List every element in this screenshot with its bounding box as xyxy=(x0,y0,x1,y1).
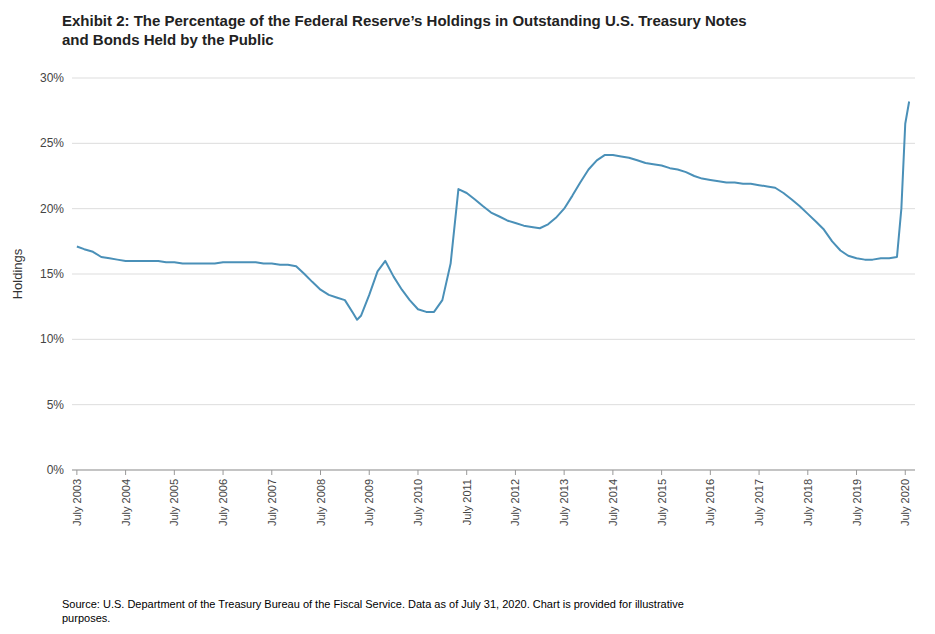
x-tick-label: July 2004 xyxy=(120,479,132,526)
y-tick-label: 20% xyxy=(40,202,64,216)
data-line xyxy=(77,102,909,320)
x-tick-label: July 2003 xyxy=(71,479,83,526)
x-tick-label: July 2018 xyxy=(802,479,814,526)
x-tick xyxy=(905,470,906,475)
x-tick xyxy=(174,470,175,475)
background xyxy=(0,0,935,634)
source-line: Source: U.S. Department of the Treasury … xyxy=(62,598,684,610)
x-tick-label: July 2006 xyxy=(217,479,229,526)
y-tick-label: 0% xyxy=(47,463,65,477)
grid-line xyxy=(72,274,915,275)
x-axis: July 2003 July 2004 July 2005 July 2006 July… xyxy=(71,470,911,526)
source: Source: U.S. Department of the Treasury … xyxy=(62,598,684,624)
grid-line xyxy=(72,470,915,471)
y-grid: 0% 5% 10% 15% 20% 25% 30% xyxy=(40,71,915,477)
x-tick xyxy=(807,470,808,475)
y-axis-label: Holdings xyxy=(10,248,25,299)
title-line: Exhibit 2: The Percentage of the Federal… xyxy=(62,12,747,29)
grid-line xyxy=(72,143,915,144)
y-tick-label: 10% xyxy=(40,332,64,346)
x-tick-label: July 2008 xyxy=(315,479,327,526)
title: Exhibit 2: The Percentage of the Federal… xyxy=(62,12,747,48)
x-tick xyxy=(271,470,272,475)
x-tick xyxy=(417,470,418,475)
x-tick xyxy=(759,470,760,475)
grid-line xyxy=(72,208,915,209)
source-line: purposes. xyxy=(62,612,110,624)
x-tick xyxy=(223,470,224,475)
y-tick-label: 25% xyxy=(40,136,64,150)
x-tick xyxy=(661,470,662,475)
x-tick-label: July 2013 xyxy=(558,479,570,526)
x-tick-label: July 2009 xyxy=(363,479,375,526)
x-tick xyxy=(320,470,321,475)
x-tick-label: July 2012 xyxy=(509,479,521,526)
chart: Exhibit 2: The Percentage of the Federal… xyxy=(0,0,935,634)
x-tick xyxy=(369,470,370,475)
x-tick-label: July 2015 xyxy=(656,479,668,526)
x-tick-label: July 2011 xyxy=(461,479,473,525)
plot-area xyxy=(77,102,909,320)
x-tick xyxy=(76,470,77,475)
y-tick-label: 30% xyxy=(40,71,64,85)
x-axis-line xyxy=(72,470,915,471)
x-tick-label: July 2017 xyxy=(753,479,765,526)
x-tick xyxy=(466,470,467,475)
grid-line xyxy=(72,404,915,405)
x-tick-label: July 2005 xyxy=(168,479,180,526)
x-tick xyxy=(125,470,126,475)
x-tick xyxy=(710,470,711,475)
x-tick xyxy=(856,470,857,475)
x-tick-label: July 2020 xyxy=(899,479,911,526)
x-tick-label: July 2007 xyxy=(266,479,278,526)
x-tick xyxy=(612,470,613,475)
x-tick xyxy=(515,470,516,475)
grid-line xyxy=(72,339,915,340)
x-tick xyxy=(564,470,565,475)
x-tick-label: July 2019 xyxy=(851,479,863,526)
title-line: and Bonds Held by the Public xyxy=(62,31,274,48)
x-tick-label: July 2016 xyxy=(704,479,716,526)
y-tick-label: 5% xyxy=(47,398,65,412)
x-tick-label: July 2014 xyxy=(607,479,619,526)
x-tick-label: July 2010 xyxy=(412,479,424,526)
grid-line xyxy=(72,78,915,79)
y-tick-label: 15% xyxy=(40,267,64,281)
